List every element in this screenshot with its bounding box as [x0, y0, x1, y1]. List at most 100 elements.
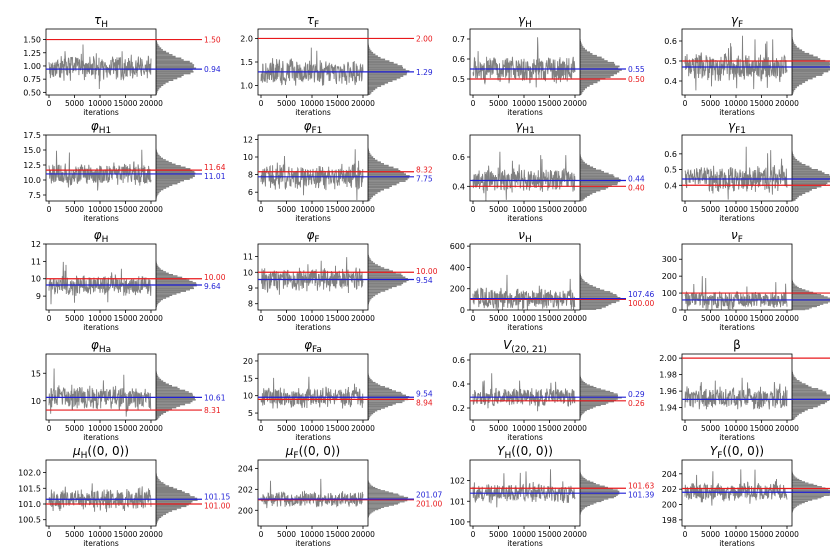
histogram-bar: [156, 40, 157, 43]
histogram-bar: [792, 386, 812, 389]
histogram-bar: [792, 307, 812, 309]
histogram-bar: [792, 505, 798, 507]
histogram-bar: [792, 63, 830, 66]
histogram-bar: [368, 56, 381, 59]
histogram-bar: [368, 492, 394, 494]
histogram-bar: [156, 159, 166, 161]
histogram-bar: [368, 482, 370, 484]
histogram-bar: [580, 406, 596, 408]
subplot-2: τF1.01.52.00 5000 10000 15000 20000iteration…: [240, 13, 433, 117]
histogram-bar: [580, 90, 584, 92]
plot-frame: [681, 353, 793, 421]
histogram-bar: [368, 481, 369, 483]
histogram-bar: [156, 505, 187, 508]
subplot-title: νF: [731, 228, 743, 245]
y-tick-label: 6: [248, 188, 253, 197]
histogram-bar: [580, 504, 591, 506]
subplot-title: μH((0, 0)): [72, 444, 129, 461]
histogram-bar: [368, 508, 381, 510]
x-tick-label: 5000: [65, 99, 84, 108]
histogram-bar: [792, 295, 824, 297]
histogram-bar: [792, 500, 808, 502]
histogram-bar: [156, 79, 174, 81]
histogram-bar: [156, 521, 158, 523]
histogram-bar: [580, 395, 618, 398]
histogram-bar: [792, 477, 798, 479]
histogram-bar: [156, 264, 158, 266]
y-tick-label: 0.50: [23, 88, 41, 97]
histogram-bar: [792, 177, 830, 179]
x-tick-label: 0: [471, 205, 476, 214]
subplot-title: φFa: [304, 338, 322, 355]
histogram-bar: [156, 276, 183, 279]
histogram-bar: [580, 196, 588, 198]
histogram-bar: [368, 171, 404, 174]
histogram-bar: [368, 496, 409, 498]
histogram-bar: [156, 271, 166, 273]
histogram-bar: [156, 274, 173, 276]
x-tick-label: 20000: [139, 530, 163, 539]
y-tick-label: 8: [248, 300, 253, 309]
histogram-bar: [580, 505, 588, 508]
y-tick-label: 1.96: [659, 387, 677, 396]
histogram-bar: [792, 508, 795, 510]
y-tick-label: 400: [450, 263, 465, 272]
histogram-bar: [792, 282, 794, 284]
histogram-bar: [580, 486, 608, 489]
histogram-bar: [156, 419, 158, 420]
histogram-bar: [156, 265, 159, 268]
x-tick-label: 15000: [750, 424, 774, 433]
trace-line: [684, 35, 788, 91]
histogram-bar: [792, 88, 796, 90]
histogram-bar: [580, 88, 585, 91]
subplot-10: φF 8 9 10 11 0 5000 10000 15000 20000 iterations 10…: [243, 228, 438, 332]
histogram-bar: [792, 475, 795, 477]
histogram-bar: [156, 297, 167, 299]
x-tick-label: 10000: [88, 530, 112, 539]
y-tick-label: 100: [450, 518, 465, 527]
x-tick-label: 10000: [300, 530, 324, 539]
histogram-bar: [792, 494, 830, 496]
histogram-bar: [368, 489, 381, 491]
histogram-bar: [156, 394, 193, 396]
estimate-label: 0.44: [628, 174, 645, 183]
histogram-bar: [580, 286, 597, 289]
y-tick-label: 1.0: [240, 82, 253, 91]
histogram-bar: [368, 381, 376, 384]
histogram-bar: [156, 168, 191, 170]
histogram-bar: [368, 377, 371, 380]
histogram-bar: [156, 476, 158, 478]
histogram-bar: [156, 291, 181, 294]
histogram-bar: [156, 172, 196, 174]
histogram-bar: [368, 486, 376, 488]
histogram-bar: [792, 157, 796, 160]
y-tick-label: 7.5: [28, 191, 41, 200]
histogram-bar: [792, 384, 809, 387]
x-tick-label: 10000: [724, 424, 748, 433]
true-value-label: 8.32: [416, 165, 433, 174]
histogram-bar: [156, 409, 169, 412]
trace-line: [472, 151, 576, 202]
histogram-bar: [580, 175, 615, 178]
y-tick-label: 0: [460, 306, 465, 315]
x-tick-label: 15000: [326, 99, 350, 108]
x-tick-label: 10000: [300, 314, 324, 323]
histogram-bar: [156, 296, 170, 298]
x-tick-label: 0: [683, 424, 688, 433]
y-tick-label: 10: [31, 275, 41, 284]
histogram-bar: [368, 387, 390, 389]
histogram-bar: [368, 45, 369, 47]
histogram-bar: [580, 394, 618, 396]
trace-line: [260, 376, 364, 409]
x-tick-label: 5000: [701, 314, 720, 323]
histogram-bar: [156, 191, 160, 194]
histogram-bar: [580, 475, 583, 477]
histogram-bar: [368, 279, 409, 281]
plot-frame: [681, 243, 793, 311]
histogram-bar: [368, 81, 389, 84]
plot-frame: [45, 243, 157, 311]
estimate-label: 9.64: [204, 282, 221, 291]
x-tick-label: 20000: [775, 530, 799, 539]
histogram-bar: [580, 169, 602, 172]
histogram-bar: [580, 499, 604, 501]
